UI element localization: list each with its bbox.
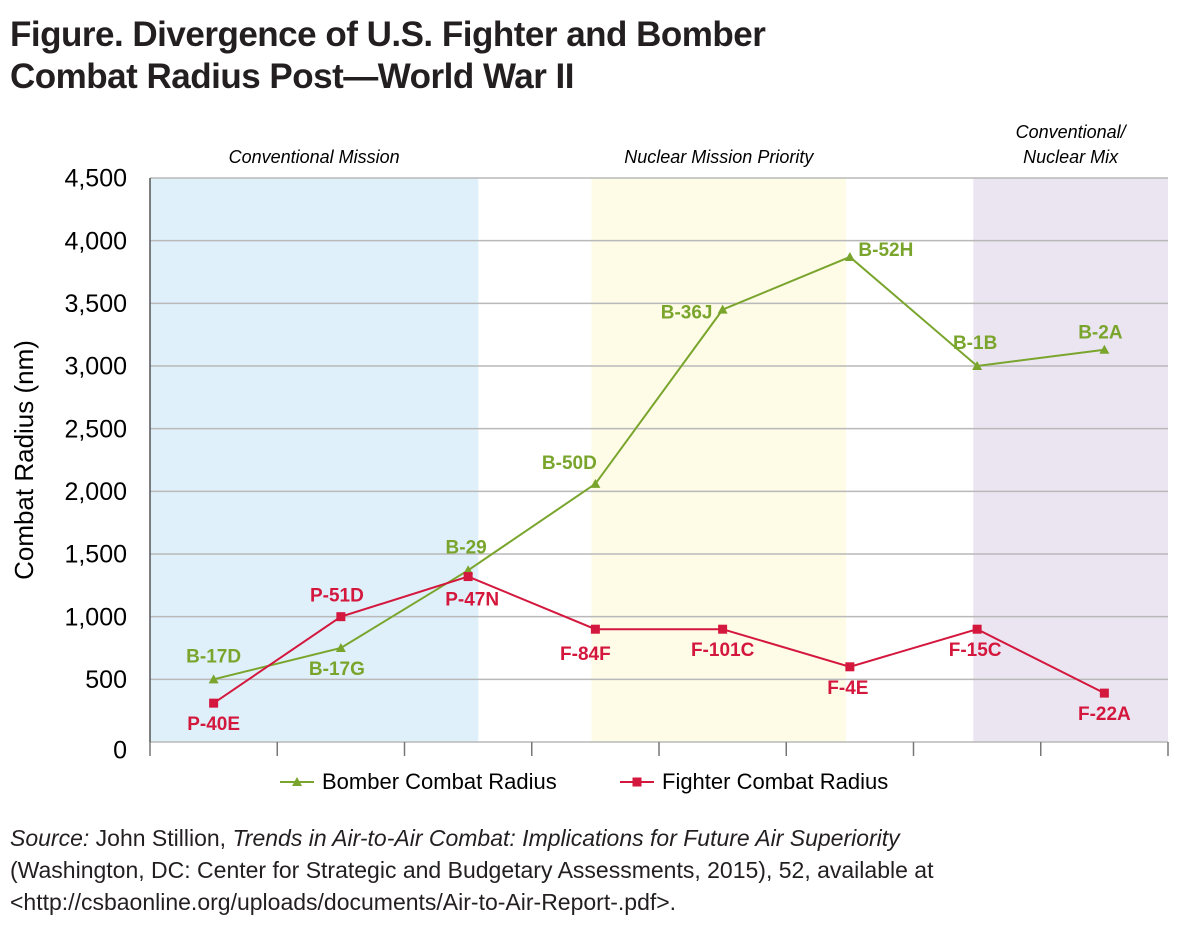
data-label: B-50D bbox=[542, 453, 597, 474]
region-label: Conventional/ bbox=[1016, 122, 1128, 142]
data-point bbox=[844, 251, 855, 261]
source-text: (Washington, DC: Center for Strategic an… bbox=[10, 857, 934, 883]
data-point bbox=[335, 643, 346, 652]
data-point bbox=[463, 565, 474, 575]
data-point bbox=[590, 478, 601, 488]
title-line: Figure. Divergence of U.S. Fighter and B… bbox=[10, 15, 766, 54]
source-text: <http://csbaonline.org/uploads/documents… bbox=[10, 889, 677, 915]
data-point bbox=[972, 624, 982, 634]
data-label: F-4E bbox=[827, 678, 868, 699]
data-point bbox=[718, 624, 728, 634]
region-label: Nuclear Mission Priority bbox=[624, 147, 814, 167]
legend-label: Bomber Combat Radius bbox=[322, 769, 557, 794]
data-point bbox=[972, 361, 983, 370]
data-label: P-47N bbox=[445, 590, 499, 611]
chart-title: Figure. Divergence of U.S. Fighter and B… bbox=[10, 14, 766, 98]
data-label: P-40E bbox=[187, 714, 240, 735]
chart: Conventional Mission Nuclear Mission Prio… bbox=[9, 122, 1169, 794]
data-label: B-17G bbox=[309, 659, 365, 680]
y-tick-label: 4,000 bbox=[64, 227, 127, 255]
data-label: F-84F bbox=[560, 644, 611, 665]
y-tick-label: 1,500 bbox=[64, 541, 127, 569]
data-label: B-1B bbox=[953, 333, 997, 354]
y-tick-label: 0 bbox=[113, 737, 127, 765]
data-label: F-101C bbox=[691, 640, 755, 661]
legend-label: Fighter Combat Radius bbox=[662, 769, 888, 794]
source-note: Source: John Stillion, Trends in Air-to-… bbox=[10, 822, 933, 918]
y-tick-label: 3,000 bbox=[64, 353, 127, 381]
region-label: Nuclear Mix bbox=[1023, 147, 1119, 167]
data-label: B-52H bbox=[858, 240, 913, 261]
data-point bbox=[463, 572, 473, 582]
y-tick-label: 1,000 bbox=[64, 603, 127, 631]
y-tick-label: 4,500 bbox=[64, 165, 127, 193]
region-label: Conventional Mission bbox=[229, 147, 400, 167]
series-line bbox=[213, 255, 1105, 681]
data-point bbox=[208, 674, 219, 684]
data-point bbox=[590, 624, 600, 634]
y-tick-label: 500 bbox=[85, 666, 127, 694]
data-label: F-22A bbox=[1078, 704, 1131, 725]
source-text: Trends in Air-to-Air Combat: Implication… bbox=[232, 825, 900, 851]
data-label: B-36J bbox=[661, 303, 713, 324]
data-point bbox=[336, 612, 346, 622]
data-label: B-29 bbox=[446, 537, 487, 558]
data-point bbox=[845, 662, 855, 672]
y-tick-label: 2,000 bbox=[64, 478, 127, 506]
title-line: Combat Radius Post—World War II bbox=[10, 57, 574, 96]
source-line: (Washington, DC: Center for Strategic an… bbox=[10, 854, 933, 886]
data-point bbox=[717, 304, 728, 314]
data-label: F-15C bbox=[949, 640, 1002, 661]
region bbox=[591, 178, 847, 742]
data-label: P-51D bbox=[310, 586, 364, 607]
region bbox=[150, 178, 479, 742]
source-text: John Stillion, bbox=[89, 825, 233, 851]
data-point bbox=[209, 698, 219, 708]
legend-marker bbox=[292, 777, 302, 786]
y-tick-label: 3,500 bbox=[64, 290, 127, 318]
source-text: Source: bbox=[10, 825, 90, 851]
data-point bbox=[1099, 688, 1109, 698]
region bbox=[973, 178, 1168, 742]
y-tick-label: 2,500 bbox=[64, 415, 127, 443]
source-line: <http://csbaonline.org/uploads/documents… bbox=[10, 886, 933, 918]
legend-marker bbox=[632, 777, 642, 787]
data-point bbox=[1099, 344, 1110, 354]
data-label: B-2A bbox=[1078, 323, 1123, 344]
series-line bbox=[213, 575, 1105, 704]
y-axis-label: Combat Radius (nm) bbox=[9, 340, 39, 580]
source-line: Source: John Stillion, Trends in Air-to-… bbox=[10, 822, 933, 854]
data-label: B-17D bbox=[186, 646, 241, 667]
